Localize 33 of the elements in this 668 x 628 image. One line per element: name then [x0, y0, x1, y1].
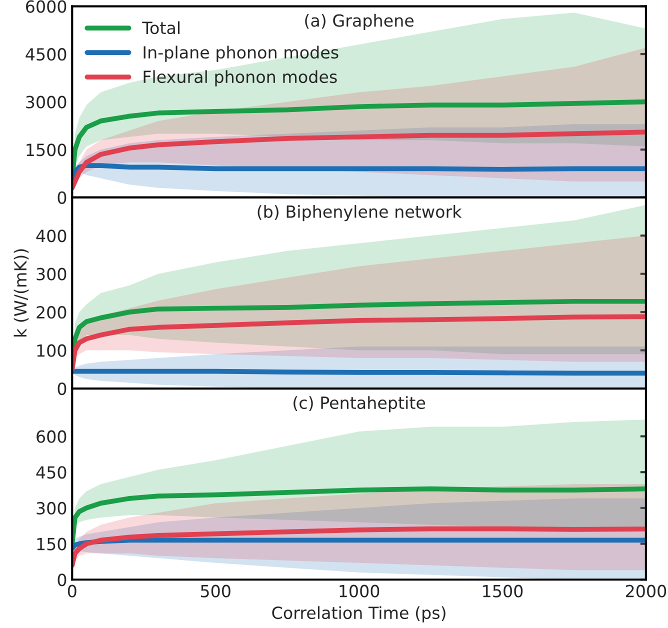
- y-tick-label: 0: [58, 574, 66, 586]
- x-axis-title: Correlation Time (ps): [272, 606, 446, 622]
- line-series: [72, 538, 646, 552]
- y-tick-label: 450: [36, 466, 66, 479]
- line-series: [72, 486, 646, 546]
- x-tick-label: 500: [200, 584, 230, 598]
- chart-title: (a) Graphene: [305, 14, 414, 30]
- legend-label: In-plane phonon modes: [144, 46, 338, 62]
- y-tick-label: 1500: [26, 144, 66, 156]
- y-tick-label: 600: [36, 430, 66, 443]
- y-tick-label: 200: [36, 306, 66, 319]
- y-tick-label: 3000: [26, 96, 66, 108]
- x-tick-label: 1500: [483, 584, 523, 598]
- x-tick-label: 0: [68, 584, 76, 598]
- y-tick-label: 300: [36, 502, 66, 515]
- legend-label: Flexural phonon modes: [144, 70, 337, 86]
- y-tick-label: 400: [36, 230, 66, 242]
- y-tick-label: 150: [37, 538, 66, 550]
- legend-label: Total: [142, 21, 180, 34]
- x-tick-label: 1000: [340, 584, 380, 598]
- line-series: [72, 314, 646, 372]
- chart-title: (b) Biphenylene network: [258, 205, 462, 222]
- chart-title: (c) Pentaheptite: [294, 396, 426, 412]
- y-axis-title: k (W/(mK)): [14, 249, 29, 337]
- line-series: [72, 526, 646, 568]
- y-tick-label: 300: [36, 268, 66, 280]
- line-series: [72, 130, 646, 190]
- y-tick-label: 4500: [26, 48, 66, 61]
- y-tick-label: 100: [37, 344, 66, 357]
- y-tick-label: 0: [58, 382, 66, 396]
- x-tick-label: 2000: [626, 584, 666, 598]
- y-tick-label: 0: [58, 191, 66, 204]
- y-tick-label: 6000: [26, 0, 66, 13]
